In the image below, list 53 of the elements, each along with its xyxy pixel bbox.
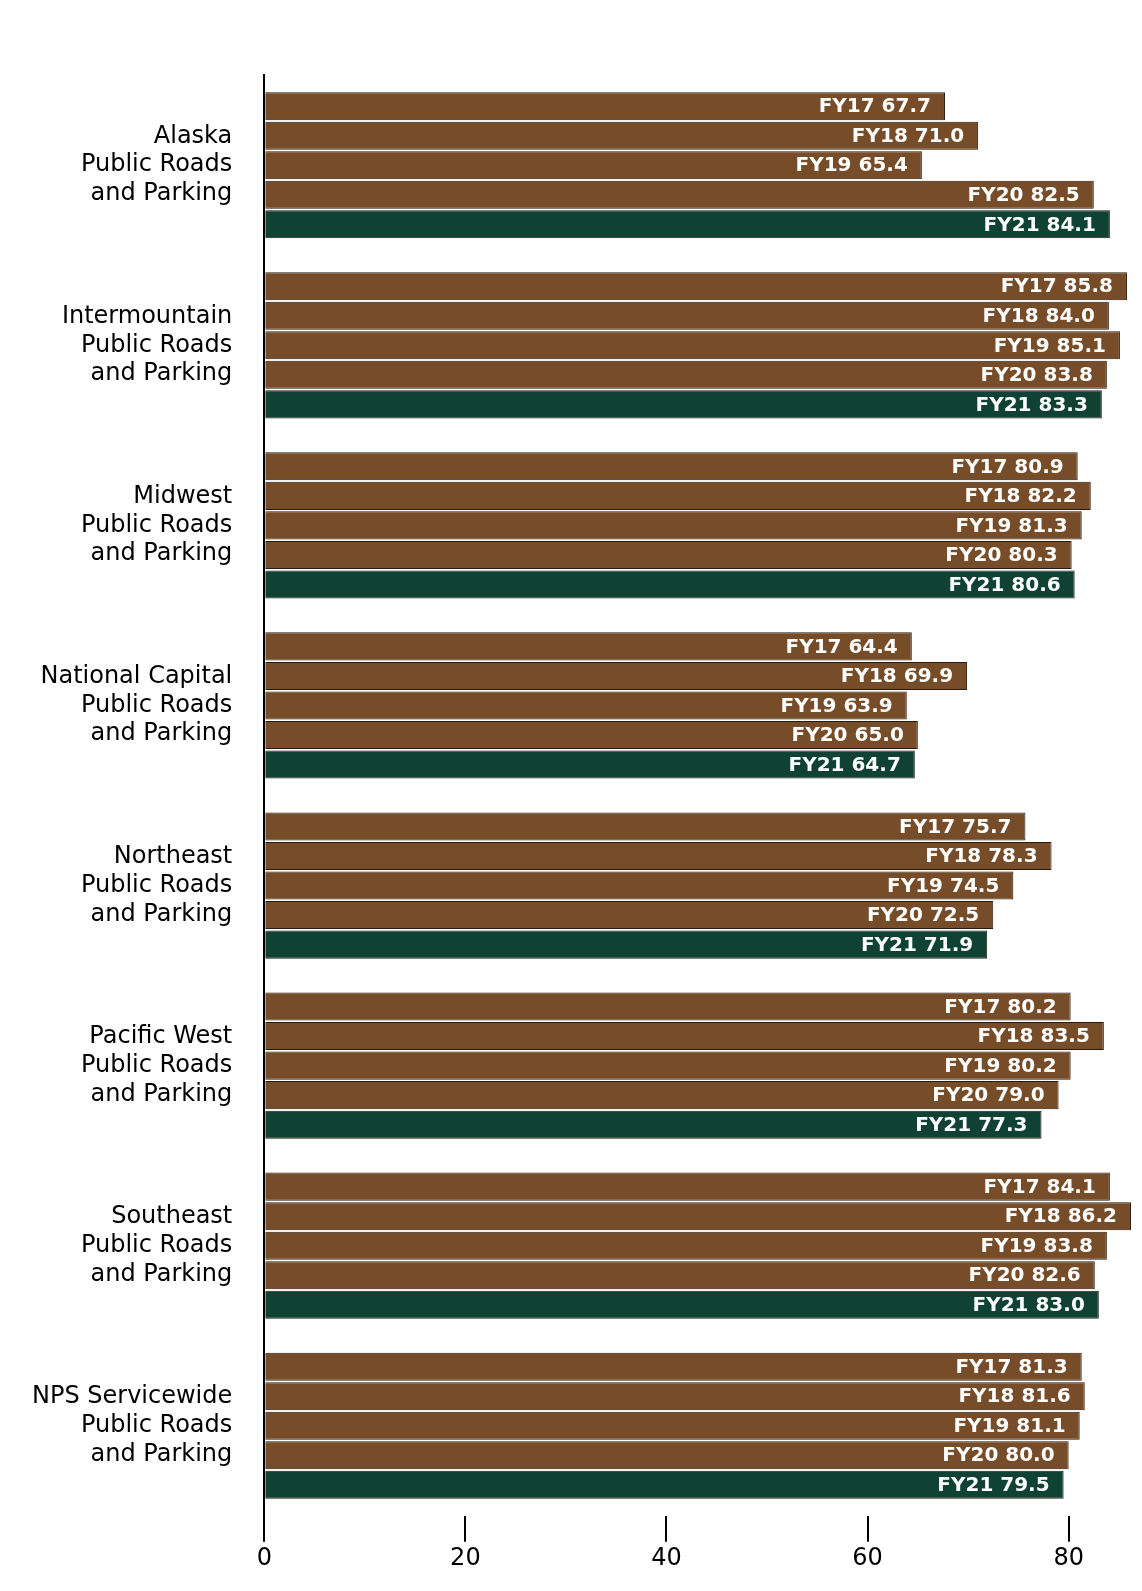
text: FY19 74.5 xyxy=(887,872,1000,897)
text: FY21 84.1 xyxy=(983,211,1096,236)
text: FY21 80.6 xyxy=(948,571,1061,596)
text: FY19 83.8 xyxy=(980,1232,1093,1257)
y-tick-label: Intermountain Public Roads and Parking xyxy=(61,300,233,387)
text: FY20 82.6 xyxy=(968,1262,1081,1287)
text: FY19 63.9 xyxy=(780,692,893,717)
text: FY19 81.1 xyxy=(953,1412,1066,1437)
y-tick-label: National Capital Public Roads and Parking xyxy=(40,660,233,747)
text: FY18 81.6 xyxy=(958,1383,1071,1408)
text: FY20 80.3 xyxy=(945,542,1058,567)
text: FY21 64.7 xyxy=(788,751,901,776)
text: FY18 84.0 xyxy=(982,302,1095,327)
text: FY17 67.7 xyxy=(818,93,931,118)
text: FY21 77.3 xyxy=(915,1111,1028,1136)
text: FY19 80.2 xyxy=(944,1052,1057,1077)
text: FY18 86.2 xyxy=(1004,1203,1117,1228)
x-tick-label: 60 xyxy=(852,1543,883,1572)
x-tick-label: 0 xyxy=(256,1543,272,1572)
text: FY20 79.0 xyxy=(932,1082,1045,1107)
text: FY18 71.0 xyxy=(851,122,965,147)
x-tick-label: 20 xyxy=(450,1543,481,1572)
y-tick-label: Southeast Public Roads and Parking xyxy=(80,1201,233,1287)
text: FY17 80.9 xyxy=(951,453,1064,478)
text: FY18 69.9 xyxy=(840,663,954,688)
text: FY17 75.7 xyxy=(899,813,1012,838)
text: FY18 78.3 xyxy=(925,843,1038,868)
y-tick-label: NPS Servicewide Public Roads and Parking xyxy=(31,1381,233,1467)
text: FY21 79.5 xyxy=(937,1472,1050,1497)
text: FY21 83.0 xyxy=(972,1291,1085,1316)
y-tick-label: Pacific West Public Roads and Parking xyxy=(80,1021,233,1107)
text: FY20 82.5 xyxy=(967,181,1080,206)
text: FY21 71.9 xyxy=(860,931,974,956)
text: FY19 85.1 xyxy=(993,332,1106,357)
y-tick-label: Midwest Public Roads and Parking xyxy=(80,480,233,567)
text: FY17 80.2 xyxy=(944,993,1057,1018)
text: FY20 83.8 xyxy=(980,362,1093,387)
text: FY17 85.8 xyxy=(1000,273,1113,298)
text: FY20 72.5 xyxy=(866,902,980,927)
text: FY17 64.4 xyxy=(785,633,898,658)
x-tick-label: 40 xyxy=(651,1543,682,1572)
text: FY17 81.3 xyxy=(955,1353,1068,1378)
x-tick-label: 80 xyxy=(1053,1543,1084,1572)
text: FY20 80.0 xyxy=(942,1442,1055,1467)
y-tick-label: Alaska Public Roads and Parking xyxy=(80,120,233,207)
text: FY17 84.1 xyxy=(983,1173,1096,1198)
text: FY21 83.3 xyxy=(975,391,1088,416)
text: FY19 81.3 xyxy=(955,512,1068,537)
text: FY18 83.5 xyxy=(977,1023,1090,1048)
text: FY20 65.0 xyxy=(791,722,904,747)
y-tick-label: Northeast Public Roads and Parking xyxy=(80,840,233,927)
text: FY18 82.2 xyxy=(964,483,1077,508)
text: FY19 65.4 xyxy=(795,152,908,177)
